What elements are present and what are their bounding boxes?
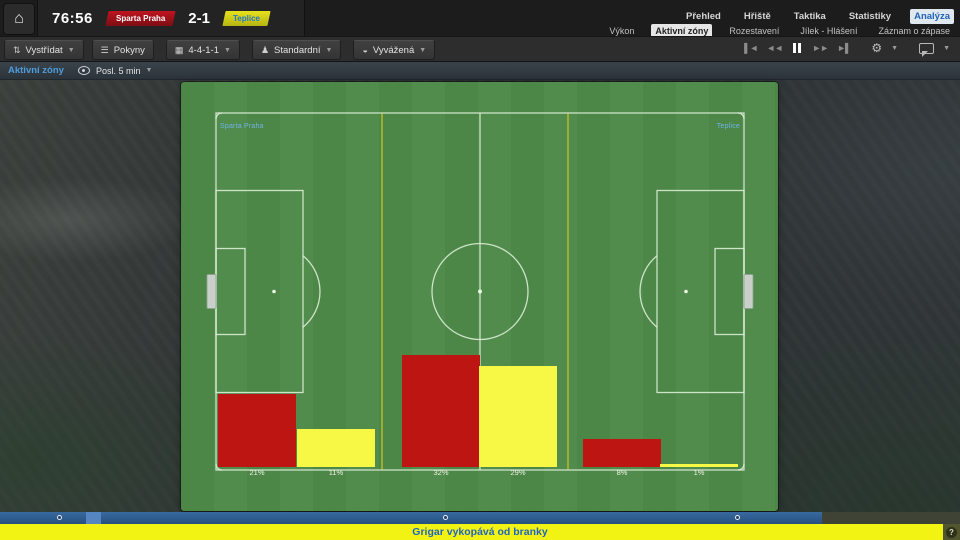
- scoreboard: 76:56 Sparta Praha 2-1 Teplice: [37, 0, 305, 36]
- tab-hriste[interactable]: Hřiště: [743, 11, 771, 22]
- subtab-jilek-hlaseni[interactable]: Jílek - Hlášení: [800, 26, 858, 36]
- skip-to-start-icon[interactable]: ▌◄: [744, 43, 758, 53]
- player-icon: ♟: [260, 44, 270, 55]
- commentary-dropdown[interactable]: ▼: [919, 42, 950, 57]
- pitch-home-label: Sparta Praha: [220, 123, 264, 130]
- pitch-away-label: Teplice: [716, 123, 740, 130]
- zone-value-label: 1%: [693, 468, 705, 477]
- chevron-down-icon: ▼: [145, 67, 153, 74]
- chevron-down-icon: ▼: [67, 46, 75, 54]
- analysis-subtabs: Výkon Aktivní zóny Rozestavení Jílek - H…: [605, 24, 954, 38]
- subtab-rozestaveni[interactable]: Rozestavení: [729, 26, 780, 36]
- gauge-icon: ◒: [362, 45, 368, 55]
- zone-bar-middle-third-away: [479, 365, 557, 467]
- period-selector[interactable]: Posl. 5 min ▼: [96, 66, 152, 76]
- subtab-zaznam-o-zapase[interactable]: Záznam o zápase: [878, 26, 950, 36]
- match-toolbar: ⇅ Vystřídat ▼ ☰ Pokyny ▦ 4-4-1-1 ▼ ♟ Sta…: [0, 36, 960, 62]
- period-label: Posl. 5 min: [95, 65, 141, 76]
- subtab-vykon[interactable]: Výkon: [609, 26, 635, 36]
- top-bar: ⌂ 76:56 Sparta Praha 2-1 Teplice Přehled…: [0, 0, 960, 38]
- match-timeline[interactable]: [0, 512, 960, 524]
- chevron-down-icon: ▼: [943, 44, 950, 52]
- tab-taktika[interactable]: Taktika: [793, 11, 826, 22]
- home-team-badge[interactable]: Sparta Praha: [105, 10, 176, 26]
- goal-event-marker[interactable]: [735, 515, 741, 520]
- gear-icon: ⚙: [871, 41, 883, 55]
- zone-bar-attacking-third-home: [583, 439, 661, 467]
- away-team-name: Teplice: [232, 13, 260, 23]
- rewind-icon[interactable]: ◄◄: [766, 43, 783, 53]
- zone-bar-attacking-third-away: [660, 463, 738, 467]
- instructions-icon: ☰: [100, 44, 109, 55]
- eye-icon: [77, 66, 90, 75]
- zone-bar-middle-third-home: [402, 355, 480, 467]
- home-icon[interactable]: ⌂: [3, 3, 35, 35]
- chevron-down-icon: ▼: [224, 46, 231, 54]
- strategy-dropdown[interactable]: ♟ Standardní ▼: [251, 40, 342, 60]
- chevron-down-icon: ▼: [891, 44, 899, 52]
- goal-event-marker[interactable]: [443, 515, 449, 520]
- speech-bubble-icon: [919, 42, 935, 57]
- tab-analyza[interactable]: Analýza: [910, 9, 954, 24]
- commentary-text: Grigar vykopává od branky: [412, 526, 548, 538]
- philosophy-dropdown[interactable]: ◒ Vyvážená ▼: [353, 40, 436, 60]
- formation-dropdown[interactable]: ▦ 4-4-1-1 ▼: [165, 40, 240, 60]
- view-bar: Aktivní zóny Posl. 5 min ▼: [0, 62, 960, 80]
- substitute-label: Vystřídat: [25, 44, 63, 56]
- instructions-label: Pokyny: [113, 44, 145, 56]
- instructions-button[interactable]: ☰ Pokyny: [91, 40, 154, 60]
- timeline-highlight-segment: [86, 512, 101, 524]
- home-team-name: Sparta Praha: [115, 13, 166, 23]
- score: 2-1: [188, 9, 210, 27]
- subtab-aktivni-zony[interactable]: Aktivní zóny: [651, 24, 713, 38]
- help-icon[interactable]: ?: [946, 526, 957, 538]
- pause-icon[interactable]: [791, 43, 803, 53]
- substitute-button[interactable]: ⇅ Vystřídat ▼: [4, 40, 84, 60]
- tactic-buttons: ⇅ Vystřídat ▼ ☰ Pokyny ▦ 4-4-1-1 ▼ ♟ Sta…: [4, 40, 436, 60]
- main-tabs: Přehled Hřiště Taktika Statistiky Analýz…: [682, 9, 954, 24]
- help-box: ?: [943, 524, 960, 540]
- match-clock: 76:56: [52, 9, 93, 27]
- skip-to-end-icon[interactable]: ►▌: [837, 43, 851, 53]
- playback-controls: ▌◄ ◄◄ ►► ►▌ ⚙ ▼ ▼: [744, 41, 950, 57]
- strategy-label: Standardní: [274, 44, 321, 56]
- active-zones-pitch: Sparta Praha Teplice 21% 11% 32% 29% 8% 1%: [181, 82, 778, 511]
- tab-statistiky[interactable]: Statistiky: [848, 11, 892, 22]
- zone-value-label: 21%: [249, 468, 265, 477]
- chevron-down-icon: ▼: [419, 46, 427, 54]
- away-team-badge[interactable]: Teplice: [222, 10, 271, 26]
- commentary-ticker: Grigar vykopává od branky ?: [0, 524, 960, 540]
- philosophy-label: Vyvážená: [372, 44, 415, 56]
- goal-event-marker[interactable]: [56, 515, 62, 520]
- zone-value-label: 8%: [616, 468, 628, 477]
- tab-prehled[interactable]: Přehled: [686, 11, 721, 22]
- zone-value-label: 32%: [433, 468, 449, 477]
- substitute-icon: ⇅: [13, 44, 21, 55]
- formation-label: 4-4-1-1: [188, 44, 219, 56]
- view-title[interactable]: Aktivní zóny: [8, 65, 64, 76]
- zone-bar-defensive-third-home: [218, 393, 296, 467]
- timeline-progress: [0, 512, 822, 524]
- formation-icon: ▦: [174, 44, 184, 55]
- chevron-down-icon: ▼: [325, 46, 333, 54]
- stadium-backdrop: Sparta Praha Teplice 21% 11% 32% 29% 8% 1%: [0, 80, 960, 512]
- settings-dropdown[interactable]: ⚙ ▼: [871, 41, 898, 55]
- zone-bar-defensive-third-away: [297, 428, 375, 467]
- fast-forward-icon[interactable]: ►►: [812, 43, 829, 53]
- zone-value-label: 11%: [328, 468, 344, 477]
- zone-value-label: 29%: [510, 468, 526, 477]
